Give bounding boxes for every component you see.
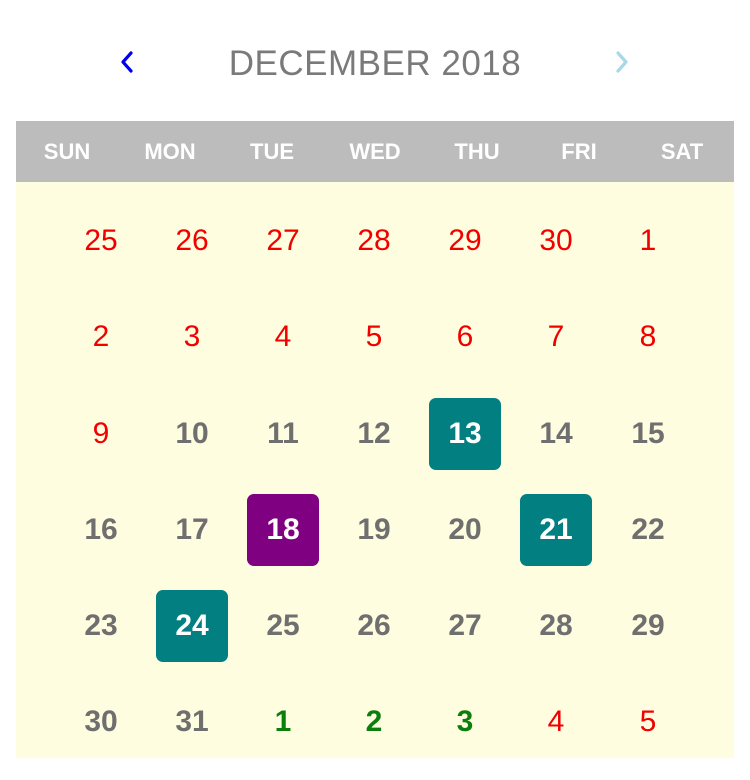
day-cell[interactable]: 12 bbox=[357, 417, 391, 450]
day-cell[interactable]: 17 bbox=[175, 513, 209, 546]
day-cell[interactable]: 24 bbox=[156, 590, 228, 662]
day-cell[interactable]: 1 bbox=[274, 705, 292, 738]
weekday-header-row: SUN MON TUE WED THU FRI SAT bbox=[16, 121, 734, 182]
day-cell[interactable]: 5 bbox=[365, 320, 383, 353]
weekday-label: WED bbox=[349, 139, 401, 164]
day-cell[interactable]: 5 bbox=[639, 705, 657, 738]
day-cell[interactable]: 19 bbox=[357, 513, 391, 546]
weekday-label: SAT bbox=[660, 139, 704, 164]
day-cell[interactable]: 29 bbox=[448, 224, 482, 257]
day-cell[interactable]: 2 bbox=[365, 705, 383, 738]
next-month-button[interactable] bbox=[604, 44, 640, 80]
day-cell[interactable]: 29 bbox=[631, 609, 665, 642]
day-cell[interactable]: 27 bbox=[448, 609, 482, 642]
weekday-label: SUN bbox=[43, 139, 91, 164]
day-cell[interactable]: 20 bbox=[448, 513, 482, 546]
weekday-label: FRI bbox=[561, 139, 597, 164]
day-cell[interactable]: 4 bbox=[274, 320, 292, 353]
chevron-right-icon bbox=[616, 51, 628, 73]
day-cell[interactable]: 27 bbox=[266, 224, 300, 257]
day-cell[interactable]: 4 bbox=[547, 705, 565, 738]
day-cell[interactable]: 15 bbox=[631, 417, 665, 450]
day-cell[interactable]: 26 bbox=[175, 224, 209, 257]
chevron-left-icon bbox=[121, 51, 133, 73]
day-cell[interactable]: 31 bbox=[175, 705, 209, 738]
day-cell[interactable]: 16 bbox=[84, 513, 118, 546]
day-cell[interactable]: 28 bbox=[539, 609, 573, 642]
weekday-label: TUE bbox=[250, 139, 294, 164]
day-cell[interactable]: 25 bbox=[266, 609, 300, 642]
day-cell[interactable]: 13 bbox=[429, 398, 501, 470]
prev-month-button[interactable] bbox=[109, 44, 145, 80]
day-cell[interactable]: 3 bbox=[456, 705, 474, 738]
day-cell[interactable]: 23 bbox=[84, 609, 118, 642]
day-cell[interactable]: 21 bbox=[520, 494, 592, 566]
day-cell[interactable]: 11 bbox=[267, 417, 299, 450]
day-cell[interactable]: 2 bbox=[92, 320, 110, 353]
day-cell[interactable]: 3 bbox=[183, 320, 201, 353]
day-cell[interactable]: 9 bbox=[92, 417, 110, 450]
day-cell[interactable]: 22 bbox=[631, 513, 665, 546]
day-cell[interactable]: 30 bbox=[84, 705, 118, 738]
day-cell[interactable]: 8 bbox=[639, 320, 657, 353]
day-cell[interactable]: 30 bbox=[539, 224, 573, 257]
day-cell[interactable]: 1 bbox=[639, 224, 657, 257]
month-title: DECEMBER 2018 bbox=[228, 44, 522, 83]
day-cell[interactable]: 28 bbox=[357, 224, 391, 257]
day-cell[interactable]: 18 bbox=[247, 494, 319, 566]
day-cell[interactable]: 6 bbox=[456, 320, 474, 353]
calendar-header: DECEMBER 2018 bbox=[0, 30, 750, 96]
day-cell[interactable]: 26 bbox=[357, 609, 391, 642]
weekday-label: MON bbox=[144, 139, 196, 164]
weekday-label: THU bbox=[454, 139, 500, 164]
day-grid: 25 26 27 28 29 30 1 2 3 4 5 6 7 8 9 10 11 12 13 14 15 16 17 18 1… bbox=[16, 182, 734, 758]
day-cell[interactable]: 14 bbox=[539, 417, 573, 450]
day-cell[interactable]: 7 bbox=[547, 320, 565, 353]
day-cell[interactable]: 25 bbox=[84, 224, 118, 257]
day-cell[interactable]: 10 bbox=[175, 417, 209, 450]
